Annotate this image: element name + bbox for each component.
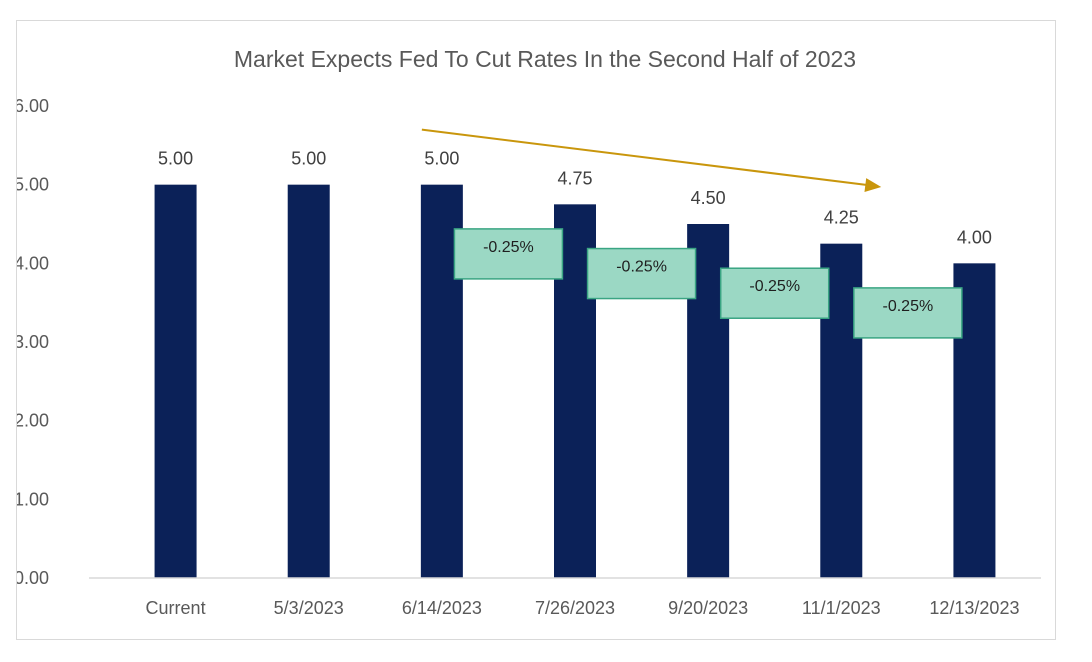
- bar-data-label: 4.50: [691, 188, 726, 208]
- y-tick-label: 3.00: [17, 332, 49, 352]
- annotation-box: [586, 247, 697, 300]
- x-tick-label: 5/3/2023: [274, 598, 344, 618]
- bars: 5.00 5.00 5.00 4.75 4.50 4.25 4.00: [154, 149, 996, 579]
- bar-data-label: 5.00: [158, 149, 193, 169]
- x-tick-label: 7/26/2023: [535, 598, 615, 618]
- annotations: -0.25% -0.25% -0.25% -0.25%: [453, 228, 963, 339]
- x-axis: Current 5/3/2023 6/14/2023 7/26/2023 9/20/20…: [89, 577, 1041, 618]
- y-tick-label: 6.00: [17, 96, 49, 116]
- annotation-label: -0.25%: [883, 298, 934, 315]
- bar: [154, 184, 197, 578]
- bar-chart: Market Expects Fed To Cut Rates In the S…: [17, 46, 1041, 618]
- chart-frame: Market Expects Fed To Cut Rates In the S…: [16, 20, 1056, 640]
- annotation-box: [719, 267, 830, 319]
- x-tick-label: 11/1/2023: [802, 598, 881, 618]
- trend-arrow-head: [864, 178, 882, 192]
- x-tick-label: 12/13/2023: [929, 598, 1019, 618]
- y-tick-label: 1.00: [17, 489, 49, 509]
- annotation-box: [453, 228, 564, 280]
- annotation-label: -0.25%: [616, 259, 667, 276]
- annotation-label: -0.25%: [483, 239, 534, 256]
- y-tick-label: 4.00: [17, 253, 49, 273]
- bar-data-label: 5.00: [424, 149, 459, 169]
- y-tick-label: 2.00: [17, 411, 49, 431]
- x-tick-label: 6/14/2023: [402, 598, 482, 618]
- bar-data-label: 4.75: [557, 168, 592, 188]
- bar-data-label: 5.00: [291, 149, 326, 169]
- x-tick-label: 9/20/2023: [668, 598, 748, 618]
- annotation-label: -0.25%: [749, 278, 800, 295]
- y-tick-label: 0.00: [17, 568, 49, 588]
- trend-arrow-line: [421, 128, 876, 188]
- bar-data-label: 4.00: [957, 227, 992, 247]
- x-tick-label: Current: [146, 598, 206, 618]
- y-tick-label: 5.00: [17, 175, 49, 195]
- bar-data-label: 4.25: [824, 208, 859, 228]
- bar: [287, 184, 330, 578]
- annotation-box: [853, 287, 963, 339]
- y-axis: 0.00 1.00 2.00 3.00 4.00 5.00 6.00: [17, 96, 49, 588]
- chart-title: Market Expects Fed To Cut Rates In the S…: [234, 46, 856, 72]
- trend-arrow-layer: [421, 128, 882, 192]
